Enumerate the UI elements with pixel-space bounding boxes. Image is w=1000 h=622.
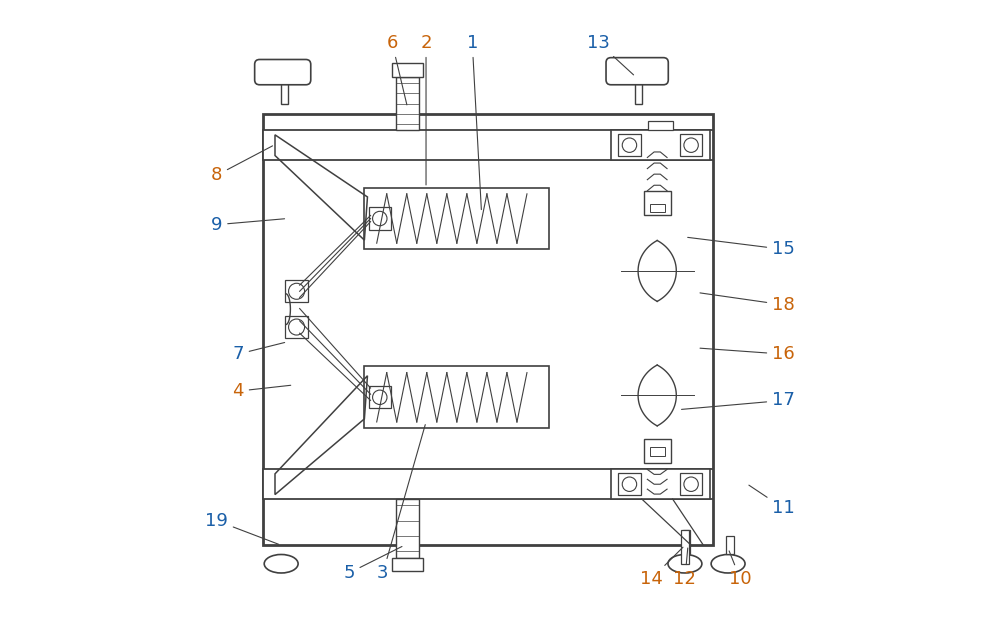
Text: 8: 8 bbox=[211, 146, 273, 184]
Text: 13: 13 bbox=[587, 34, 634, 75]
Text: 19: 19 bbox=[205, 511, 279, 544]
Text: 11: 11 bbox=[749, 485, 795, 518]
Text: 5: 5 bbox=[343, 547, 402, 582]
Bar bbox=[650, 204, 665, 212]
Bar bbox=[285, 316, 308, 338]
Text: 12: 12 bbox=[673, 548, 696, 588]
Text: 17: 17 bbox=[682, 391, 795, 409]
Bar bbox=[726, 536, 734, 554]
Text: 9: 9 bbox=[211, 216, 285, 234]
FancyBboxPatch shape bbox=[255, 60, 311, 85]
Text: 3: 3 bbox=[377, 425, 425, 582]
Bar bbox=[392, 63, 423, 77]
Bar bbox=[644, 439, 671, 463]
Text: 4: 4 bbox=[232, 382, 291, 400]
Text: 15: 15 bbox=[688, 238, 795, 258]
Bar bbox=[369, 386, 391, 409]
Bar bbox=[392, 557, 423, 571]
Bar bbox=[396, 499, 419, 557]
Bar bbox=[680, 134, 702, 156]
Text: 1: 1 bbox=[467, 34, 481, 210]
Bar bbox=[618, 473, 641, 495]
Bar bbox=[680, 473, 702, 495]
Bar bbox=[683, 530, 690, 554]
Bar bbox=[285, 280, 308, 302]
Text: 7: 7 bbox=[232, 343, 285, 363]
Bar bbox=[611, 131, 710, 160]
Bar bbox=[281, 80, 288, 104]
Bar bbox=[611, 470, 710, 499]
Bar bbox=[681, 530, 689, 564]
Bar bbox=[364, 188, 549, 249]
Bar bbox=[263, 114, 713, 545]
Bar bbox=[263, 131, 713, 160]
Text: 2: 2 bbox=[420, 34, 432, 185]
FancyBboxPatch shape bbox=[606, 58, 668, 85]
Text: 16: 16 bbox=[700, 345, 795, 363]
Text: 14: 14 bbox=[640, 547, 683, 588]
Bar bbox=[396, 77, 419, 131]
Bar bbox=[364, 366, 549, 428]
Text: 6: 6 bbox=[386, 34, 407, 105]
Text: 18: 18 bbox=[700, 293, 795, 314]
Bar bbox=[648, 121, 673, 131]
Bar bbox=[650, 447, 665, 456]
Bar bbox=[618, 134, 641, 156]
Bar bbox=[369, 208, 391, 230]
Bar bbox=[644, 191, 671, 215]
Bar bbox=[635, 80, 642, 104]
Bar bbox=[263, 470, 713, 499]
Text: 10: 10 bbox=[729, 551, 752, 588]
